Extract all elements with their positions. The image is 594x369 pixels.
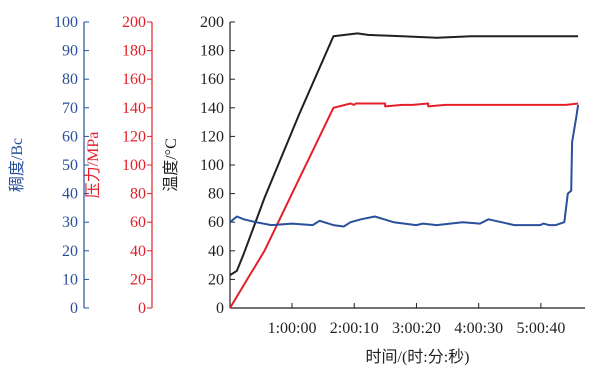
pressure-axis: 0 20 40 60 80 100 120 140 160 180 200 压力/MPa xyxy=(84,14,153,317)
temp-tick-label: 120 xyxy=(200,128,224,145)
pressure-tick-label: 180 xyxy=(122,43,146,60)
x-tick-label: 2:00:10 xyxy=(330,320,379,337)
consistency-series-line xyxy=(229,104,580,228)
temp-tick-label: 0 xyxy=(216,300,224,317)
pressure-tick-label: 140 xyxy=(122,100,146,117)
x-axis: 1:00:00 2:00:10 3:00:20 4:00:30 5:00:40 时间/(时… xyxy=(268,303,565,366)
pressure-tick-label: 0 xyxy=(138,300,146,317)
series-layer xyxy=(229,32,580,309)
temp-tick-label: 140 xyxy=(200,100,224,117)
pressure-tick-label: 120 xyxy=(122,128,146,145)
consistency-tick-label: 50 xyxy=(62,157,78,174)
temp-series-line xyxy=(229,32,579,276)
temp-tick-label: 100 xyxy=(200,157,224,174)
consistency-tick-label: 100 xyxy=(54,14,78,31)
pressure-tick-label: 100 xyxy=(122,157,146,174)
consistency-tick-label: 90 xyxy=(62,43,78,60)
pressure-tick-label: 200 xyxy=(122,14,146,31)
consistency-axis: 0 10 20 30 40 50 60 70 80 90 100 稠度/Bc xyxy=(8,14,89,317)
x-tick-label: 1:00:00 xyxy=(268,320,317,337)
pressure-tick-label: 40 xyxy=(130,243,146,260)
x-tick-label: 3:00:20 xyxy=(392,320,441,337)
temp-tick-label: 60 xyxy=(208,214,224,231)
consistency-tick-label: 70 xyxy=(62,100,78,117)
temp-tick-label: 160 xyxy=(200,71,224,88)
temp-tick-label: 20 xyxy=(208,271,224,288)
temp-axis-title: 温度/°C xyxy=(162,138,180,192)
pressure-tick-label: 80 xyxy=(130,186,146,203)
consistency-tick-label: 30 xyxy=(62,214,78,231)
temp-tick-label: 180 xyxy=(200,43,224,60)
consistency-tick-label: 40 xyxy=(62,186,78,203)
pressure-tick-label: 160 xyxy=(122,71,146,88)
x-tick-label: 4:00:30 xyxy=(454,320,503,337)
x-axis-title: 时间/(时:分:秒) xyxy=(366,348,470,366)
pressure-series-line xyxy=(229,102,579,309)
pressure-tick-label: 60 xyxy=(130,214,146,231)
consistency-tick-label: 10 xyxy=(62,271,78,288)
temperature-axis: 0 20 40 60 80 100 120 140 160 180 200 温度/°C xyxy=(162,14,235,317)
consistency-tick-label: 0 xyxy=(70,300,78,317)
temp-tick-label: 80 xyxy=(208,186,224,203)
consistency-tick-label: 80 xyxy=(62,71,78,88)
x-tick-label: 5:00:40 xyxy=(516,320,565,337)
consistency-tick-label: 60 xyxy=(62,128,78,145)
consistency-axis-title: 稠度/Bc xyxy=(8,138,26,192)
temp-tick-label: 200 xyxy=(200,14,224,31)
temp-tick-label: 40 xyxy=(208,243,224,260)
pressure-tick-label: 20 xyxy=(130,271,146,288)
consistency-tick-label: 20 xyxy=(62,243,78,260)
pressure-axis-title: 压力/MPa xyxy=(84,132,102,199)
